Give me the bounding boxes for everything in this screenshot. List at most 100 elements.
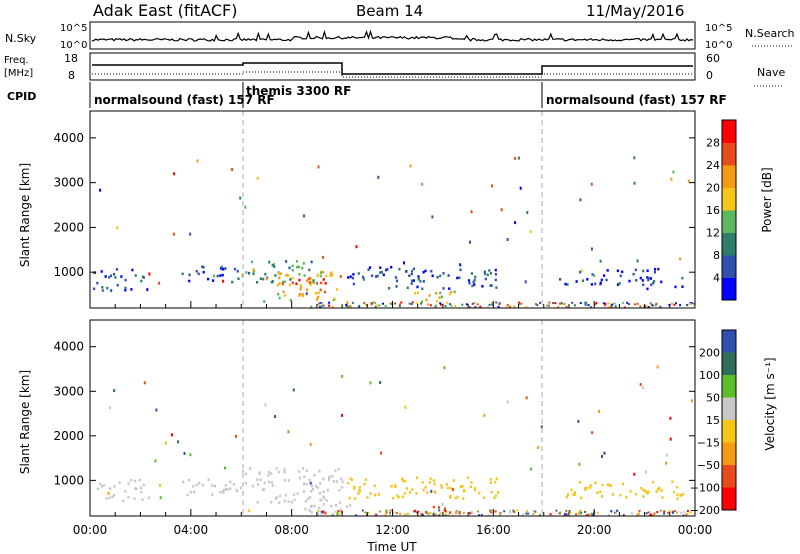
data-cell (354, 497, 357, 500)
data-cell (279, 272, 282, 275)
data-cell (634, 303, 636, 306)
data-cell (419, 280, 422, 283)
data-cell (250, 260, 254, 264)
data-cell (471, 284, 474, 288)
data-cell (652, 514, 655, 517)
data-cell (110, 289, 113, 293)
data-cell (211, 493, 214, 496)
data-cell (599, 281, 602, 285)
data-cell (454, 305, 456, 307)
data-cell (287, 274, 290, 278)
data-cell (337, 467, 340, 471)
data-cell (320, 498, 323, 502)
data-cell (626, 301, 629, 304)
data-cell (433, 482, 436, 486)
data-cell (497, 305, 500, 308)
data-cell (439, 274, 442, 278)
data-cell (440, 303, 443, 306)
nsky-bottom-tick: 10^0 (60, 40, 87, 51)
data-cell (379, 510, 382, 513)
data-cell (452, 479, 455, 482)
data-cell (279, 494, 282, 498)
data-cell (647, 306, 650, 309)
data-cell (444, 509, 447, 512)
data-cell (309, 496, 312, 499)
data-cell (291, 264, 294, 268)
data-cell (488, 303, 491, 306)
data-cell (328, 301, 331, 304)
data-cell (252, 268, 255, 272)
data-cell (322, 490, 325, 493)
data-cell (195, 269, 198, 273)
data-cell (96, 487, 100, 491)
data-cell (469, 240, 471, 244)
data-cell (352, 273, 355, 276)
data-cell (339, 275, 342, 278)
data-cell (298, 294, 301, 297)
data-cell (270, 480, 273, 484)
data-cell (311, 280, 314, 284)
data-cell (278, 296, 281, 300)
data-cell (320, 512, 323, 515)
data-cell (320, 305, 322, 308)
data-cell (256, 281, 259, 284)
data-cell (488, 269, 491, 272)
data-cell (410, 272, 413, 276)
beam-label: Beam 14 (356, 2, 423, 20)
data-cell (181, 272, 184, 276)
data-cell (196, 159, 199, 163)
data-cell (686, 509, 689, 512)
data-cell (113, 485, 116, 488)
data-cell (539, 301, 541, 304)
data-cell (186, 493, 189, 497)
colorbar-segment (722, 187, 736, 211)
colorbar-tick: 50 (706, 392, 720, 405)
data-cell (600, 278, 603, 282)
data-cell (159, 496, 162, 500)
data-cell (639, 305, 642, 308)
data-cell (385, 509, 388, 513)
data-cell (444, 507, 447, 510)
data-cell (285, 274, 288, 277)
velocity-colorbar-label: Velocity [m s⁻¹] (763, 357, 777, 450)
data-cell (408, 302, 411, 305)
data-cell (421, 481, 424, 484)
data-cell (537, 446, 540, 449)
data-cell (686, 512, 689, 515)
data-cell (331, 306, 334, 309)
nave-bottom-tick: 0 (706, 69, 713, 82)
data-cell (224, 484, 227, 487)
data-cell (221, 267, 225, 271)
cpid-row: CPID normalsound (fast) 157 RF themis 33… (7, 82, 727, 108)
data-cell (586, 278, 589, 281)
data-cell (470, 272, 473, 275)
data-cell (412, 279, 415, 282)
data-cell (494, 278, 497, 282)
data-cell (317, 513, 319, 516)
data-cell (101, 286, 104, 289)
data-cell (303, 475, 306, 479)
data-cell (278, 276, 281, 280)
data-cell (404, 479, 407, 483)
data-cell (587, 513, 590, 516)
data-cell (589, 484, 592, 487)
data-cell (317, 510, 320, 513)
data-cell (480, 513, 483, 516)
data-cell (377, 175, 380, 179)
data-cell (489, 481, 492, 485)
data-cell (517, 301, 520, 304)
data-cell (601, 495, 604, 498)
data-cell (313, 504, 316, 508)
data-cell (642, 495, 645, 498)
data-cell (518, 303, 521, 305)
data-cell (239, 196, 242, 200)
data-cell (303, 482, 306, 486)
data-cell (442, 272, 445, 275)
nsearch-bottom-tick: 10^0 (705, 40, 732, 51)
data-cell (655, 490, 658, 493)
data-cell (495, 477, 498, 480)
data-cell (497, 491, 500, 494)
data-cell (491, 301, 494, 304)
data-cell (283, 468, 286, 471)
data-cell (299, 287, 302, 291)
